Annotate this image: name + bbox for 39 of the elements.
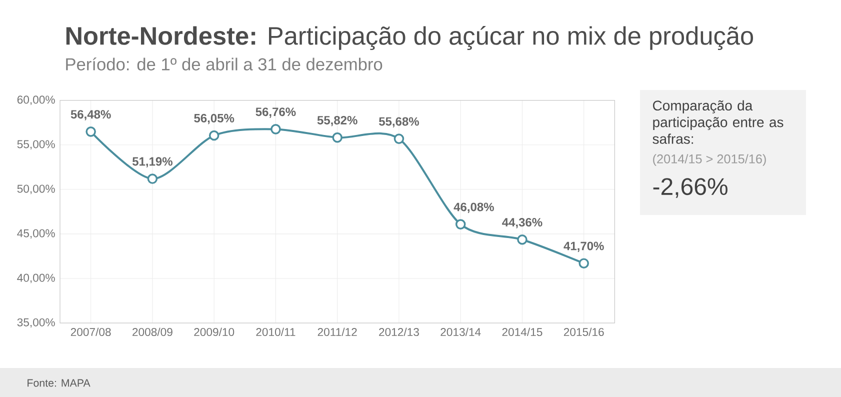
data-label: 55,82% [317, 116, 358, 126]
x-tick-label: 2015/16 [564, 328, 604, 336]
chart-subtitle: Período: de 1º de abril a 31 de dezembro [66, 58, 382, 70]
point [332, 132, 342, 143]
x-tick-label: 2013/14 [440, 328, 481, 336]
point [208, 130, 220, 141]
y-tick-label: 40,00% [17, 274, 55, 284]
x-tick-label: 2012/13 [379, 328, 419, 336]
point [270, 124, 281, 134]
data-label: 56,05% [194, 114, 234, 124]
y-tick-label: 35,00% [17, 318, 55, 328]
y-tick-label: 55,00% [17, 140, 55, 150]
point [147, 174, 158, 184]
data-label: 56,48% [70, 110, 111, 120]
text: -2,66% [653, 178, 728, 198]
data-label: 55,68% [378, 117, 419, 128]
x-tick-label: 2008/09 [132, 328, 172, 336]
data-label: 56,76% [256, 108, 296, 118]
chart-title: Norte-Nordeste: Participação do açúcar no mix de produção [66, 26, 754, 50]
x-tick-label: 2010/11 [256, 328, 296, 336]
y-tick-label: 60,00% [17, 96, 55, 106]
data-label: 44,36% [502, 218, 542, 228]
x-tick-label: 2007/08 [70, 328, 111, 336]
point [86, 126, 96, 137]
data-label: 46,08% [454, 202, 494, 213]
y-tick-label: 50,00% [17, 184, 55, 194]
point [578, 258, 589, 268]
point [394, 134, 404, 144]
source-note: Fonte: MAPA [28, 379, 90, 387]
data-label: 51,19% [132, 157, 172, 168]
y-tick-label: 45,00% [17, 229, 55, 239]
point [517, 234, 528, 245]
x-tick-label: 2009/10 [194, 328, 234, 336]
data-label: 41,70% [564, 242, 604, 252]
text: Comparação da participação entre as safras: [652, 100, 784, 144]
point [455, 219, 466, 230]
x-tick-label: 2014/15 [502, 328, 542, 336]
x-tick-label: 2011/12 [318, 328, 357, 336]
text: (2014/15 > 2015/16) [653, 154, 766, 166]
